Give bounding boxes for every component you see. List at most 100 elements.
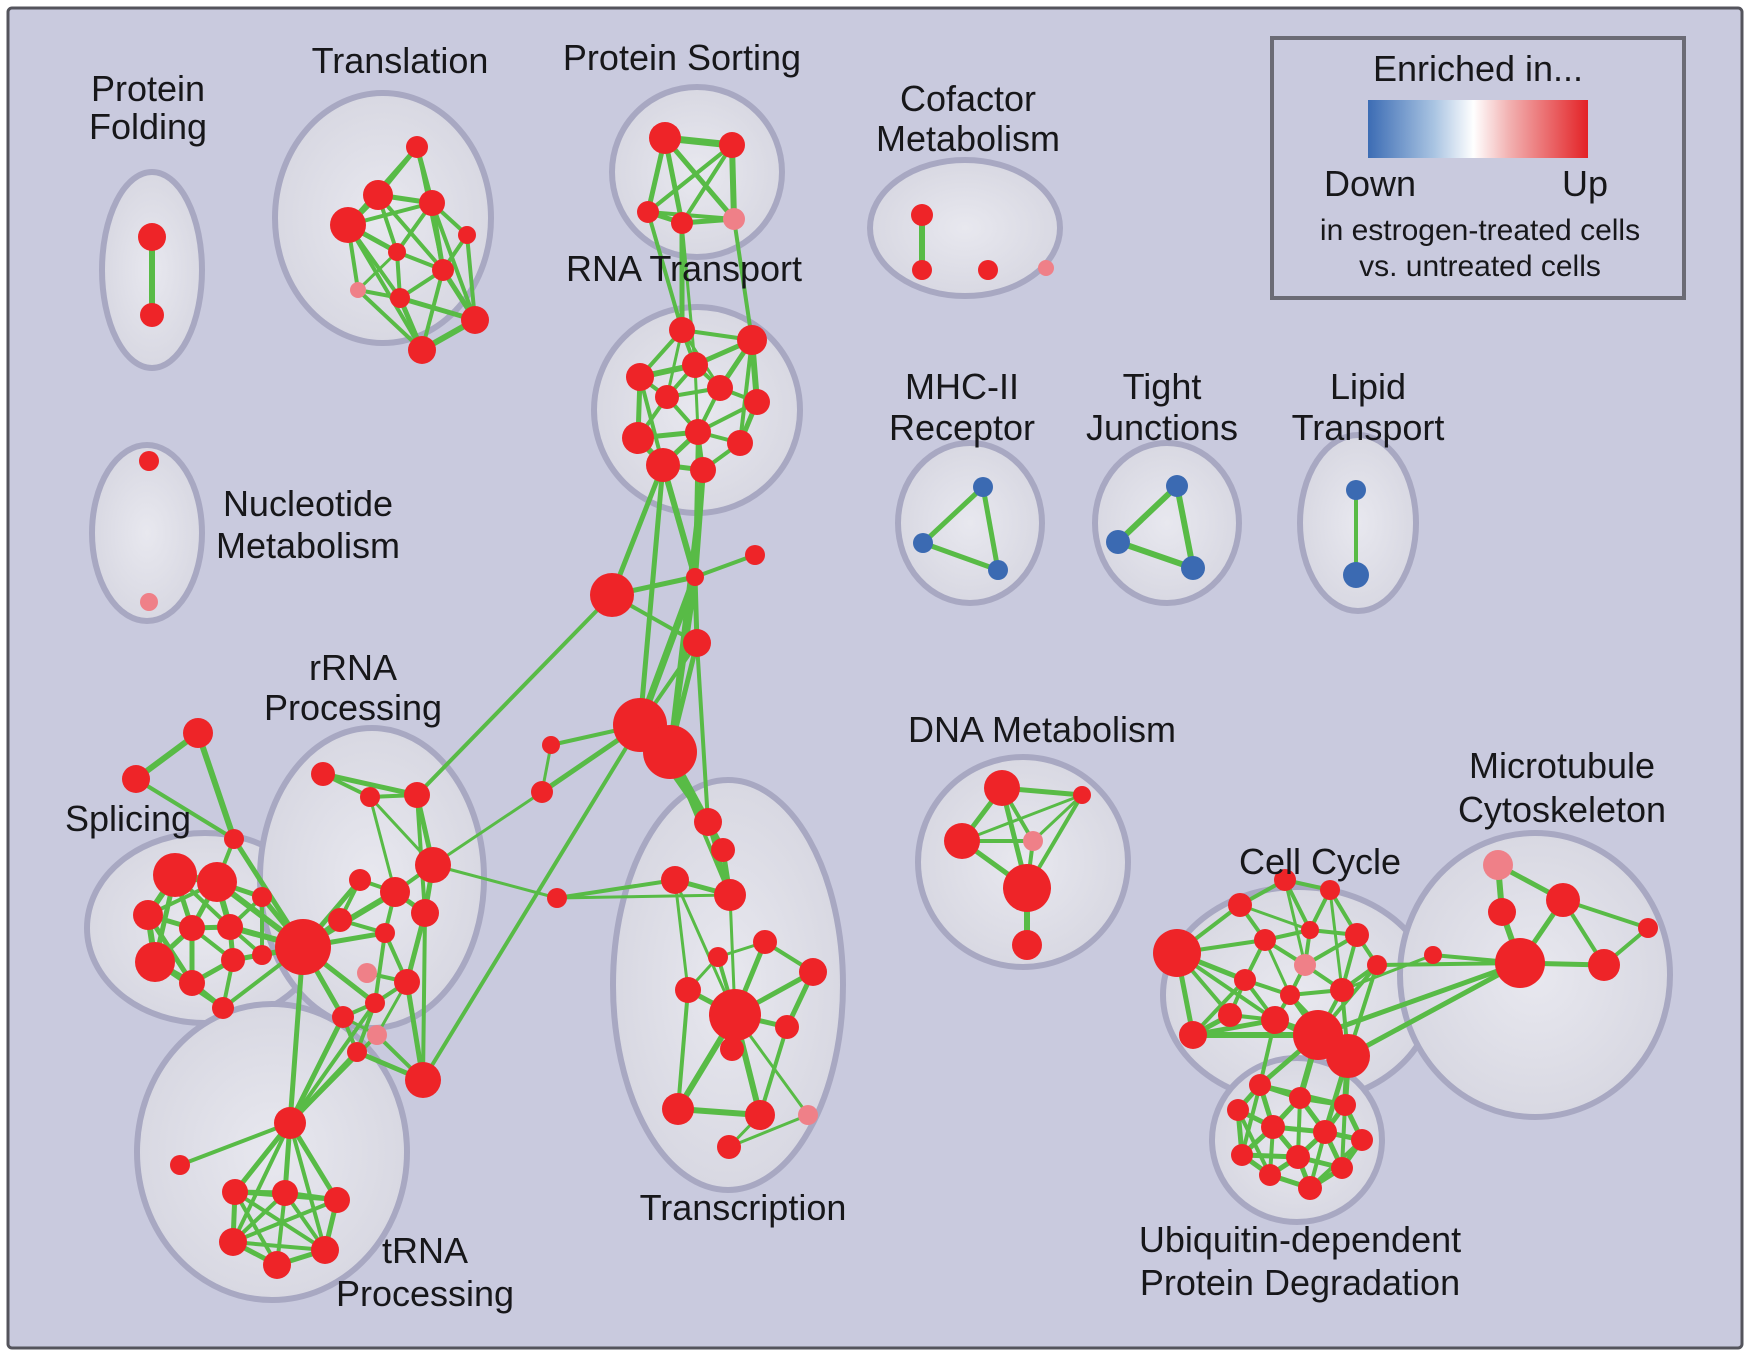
node-red-rrna-processing	[405, 1062, 441, 1098]
node-red-splicing	[197, 862, 237, 902]
edge-cell-cycle	[1238, 903, 1312, 932]
cluster-ellipse-cofactor-metabolism	[867, 157, 1063, 299]
node-red-transcription	[709, 989, 761, 1041]
cluster-label-splicing: Splicing	[65, 798, 191, 839]
node-red-cell-cycle	[1254, 929, 1276, 951]
edge-rrna-processing	[368, 795, 397, 894]
node-red-rrna-processing	[365, 993, 385, 1013]
node-red-transcription	[661, 866, 689, 894]
node-red-protein-sorting	[637, 201, 659, 223]
node-red-transcription	[720, 1037, 744, 1061]
node-red-transcription	[662, 1093, 694, 1125]
inter-cluster-edge	[1345, 960, 1523, 1059]
node-red-rrna-processing	[332, 1006, 354, 1028]
node-red-rrna-processing	[360, 787, 380, 807]
node-red-dna-metabolism	[1003, 864, 1051, 912]
node-red-microtubule-cytoskeleton	[1488, 898, 1516, 926]
node-red-translation	[388, 243, 406, 261]
node-red-translation	[390, 288, 410, 308]
node-red-rna-transport	[737, 325, 767, 355]
node-red-nucleotide-metabolism	[139, 451, 159, 471]
node-pink-cell-cycle	[1294, 954, 1316, 976]
inter-cluster-edge	[695, 641, 710, 824]
node-red-ubiquitin-degradation	[1249, 1074, 1271, 1096]
node-red-splicing	[212, 997, 234, 1019]
cluster-ellipse-tight-junctions	[1092, 440, 1242, 606]
node-red-protein-sorting	[649, 122, 681, 154]
inter-cluster-edge	[646, 210, 684, 332]
edge-translation	[356, 288, 424, 352]
node-red-rrna-processing	[394, 969, 420, 995]
node-pink-translation	[350, 282, 366, 298]
edge-dna-metabolism	[960, 793, 1084, 843]
edge-translation	[465, 233, 477, 322]
edge-mhc-ii-receptor	[980, 484, 1001, 573]
legend-caption-line2: vs. untreated cells	[1359, 250, 1601, 283]
edge-protein-sorting	[662, 135, 737, 222]
cluster-label-translation: Translation	[312, 40, 489, 81]
node-blue-mhc-ii-receptor	[973, 477, 993, 497]
node-red-trna-processing	[311, 1236, 339, 1264]
node-pink-rrna-processing	[357, 963, 377, 983]
node-red-cell-cycle	[1153, 929, 1201, 977]
node-red-splicing	[221, 948, 245, 972]
node-red-ubiquitin-degradation	[1298, 1176, 1322, 1200]
legend-caption-line1: in estrogen-treated cells	[1320, 214, 1640, 247]
node-red-cofactor-metabolism	[978, 260, 998, 280]
inter-cluster-edge	[415, 593, 614, 797]
node-red-rrna-processing	[347, 1042, 367, 1062]
inter-cluster-edge	[1315, 960, 1523, 1038]
cluster-ellipse-rrna-processing	[257, 725, 487, 1031]
edge-rna-transport	[738, 338, 754, 445]
legend-up-label: Up	[1562, 163, 1608, 204]
edge-transcription	[673, 878, 690, 992]
node-red-trna-processing	[170, 1155, 190, 1175]
inter-cluster-edge	[287, 1014, 346, 1126]
edge-rrna-processing	[421, 911, 427, 1082]
node-pink-nucleotide-metabolism	[140, 593, 158, 611]
node-red-splicing	[179, 970, 205, 996]
node-red-dna-metabolism	[1073, 786, 1091, 804]
node-red-ubiquitin-degradation	[1286, 1145, 1310, 1169]
node-blue-mhc-ii-receptor	[913, 533, 933, 553]
node-red-cell-cycle	[1330, 978, 1354, 1002]
node-red-connectors	[686, 568, 704, 586]
edge-connectors	[693, 553, 757, 579]
node-red-splicing	[133, 900, 163, 930]
node-red-transcription	[799, 958, 827, 986]
node-red-rrna-processing	[404, 782, 430, 808]
node-red-splicing	[179, 915, 205, 941]
node-red-protein-sorting	[719, 132, 745, 158]
node-red-cofactor-metabolism	[912, 260, 932, 280]
node-red-cell-cycle	[1280, 985, 1300, 1005]
inter-cluster-edge	[667, 467, 706, 755]
edge-tight-junctions	[1115, 483, 1180, 545]
cluster-label-mhc-ii-receptor: MHC-II Receptor	[889, 366, 1035, 448]
node-red-cell-cycle	[1301, 921, 1319, 939]
node-red-transcription	[694, 808, 722, 836]
node-red-transcription	[714, 879, 746, 911]
node-red-microtubule-cytoskeleton	[1424, 946, 1442, 964]
node-red-trna-processing	[272, 1180, 298, 1206]
node-red-rna-transport	[622, 422, 654, 454]
edge-tight-junctions	[1115, 539, 1196, 571]
node-red-transcription	[745, 1100, 775, 1130]
edge-protein-sorting	[680, 143, 734, 225]
inter-cluster-edge	[287, 944, 306, 1126]
node-red-ubiquitin-degradation	[1227, 1099, 1249, 1121]
node-red-rna-transport	[669, 317, 695, 343]
node-red-rrna-processing	[349, 869, 371, 891]
node-red-microtubule-cytoskeleton	[1638, 918, 1658, 938]
node-red-connectors	[590, 573, 634, 617]
node-pink-protein-sorting	[723, 208, 745, 230]
node-red-dna-metabolism	[1012, 930, 1042, 960]
cluster-label-dna-metabolism: DNA Metabolism	[908, 709, 1176, 750]
node-red-connectors	[547, 888, 567, 908]
node-red-translation	[432, 259, 454, 281]
cluster-label-rna-transport: RNA Transport	[566, 248, 802, 289]
node-red-connectors	[643, 725, 697, 779]
node-red-rrna-processing	[275, 919, 331, 975]
cluster-label-ubiquitin-degradation: Ubiquitin-dependent Protein Degradation	[1139, 1219, 1461, 1303]
edge-trna-processing	[178, 1121, 292, 1167]
